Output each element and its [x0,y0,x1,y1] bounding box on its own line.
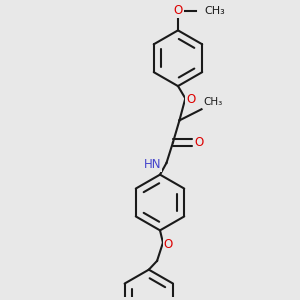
Text: O: O [173,4,183,17]
Text: O: O [186,93,195,106]
Text: CH₃: CH₃ [204,6,225,16]
Text: O: O [164,238,173,250]
Text: HN: HN [144,158,161,171]
Text: O: O [194,136,203,149]
Text: CH₃: CH₃ [203,97,223,107]
